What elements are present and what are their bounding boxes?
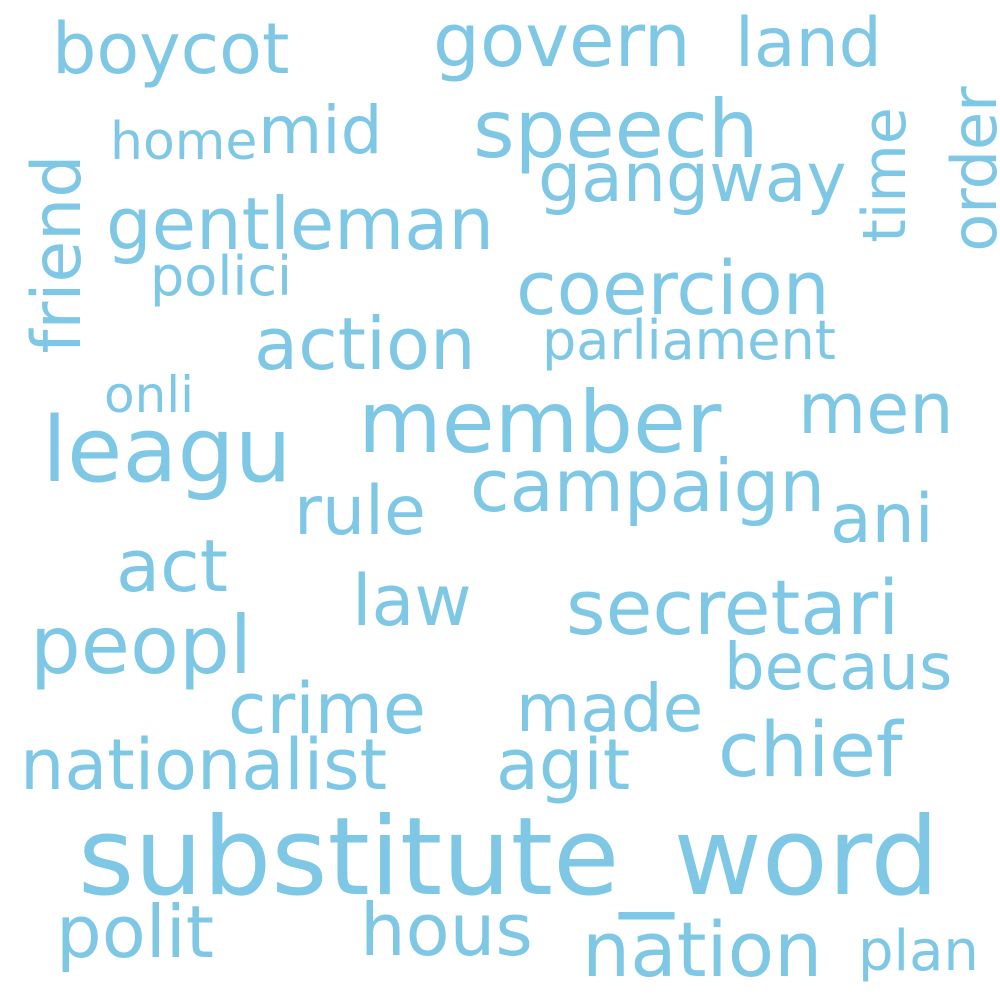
word-nation: nation bbox=[582, 905, 823, 994]
word-boycot: boycot bbox=[52, 8, 290, 90]
word-rule: rule bbox=[294, 472, 426, 551]
word-peopl: peopl bbox=[30, 599, 252, 692]
word-leagu: leagu bbox=[42, 398, 292, 503]
word-action: action bbox=[254, 302, 476, 386]
word-chief: chief bbox=[718, 705, 903, 794]
word-substitute-word: substitute_word bbox=[78, 795, 939, 920]
word-secretari: secretari bbox=[566, 563, 900, 652]
word-land: land bbox=[735, 4, 882, 83]
word-member: member bbox=[358, 373, 722, 473]
word-hous: hous bbox=[360, 888, 533, 972]
word-time: time bbox=[850, 107, 920, 243]
word-home: home bbox=[110, 112, 258, 172]
word-agit: agit bbox=[496, 724, 631, 806]
word-coercion: coercion bbox=[516, 246, 830, 332]
word-gangway: gangway bbox=[538, 139, 847, 218]
word-speech: speech bbox=[473, 83, 759, 176]
word-gentleman: gentleman bbox=[106, 182, 495, 266]
word-men: men bbox=[798, 368, 954, 450]
word-order: order bbox=[938, 86, 1000, 252]
word-becaus: becaus bbox=[724, 631, 953, 705]
word-crime: crime bbox=[228, 668, 426, 750]
word-govern: govern bbox=[433, 0, 691, 84]
word-ani: ani bbox=[830, 480, 934, 559]
word-parliament: parliament bbox=[542, 309, 836, 372]
word-polici: polici bbox=[150, 245, 293, 308]
word-friend: friend bbox=[18, 154, 97, 354]
word-polit: polit bbox=[56, 890, 214, 974]
word-plan: plan bbox=[858, 919, 979, 984]
word-law: law bbox=[352, 560, 472, 642]
word-act: act bbox=[116, 524, 228, 608]
word-nationalist: nationalist bbox=[20, 724, 388, 806]
word-made: made bbox=[516, 670, 704, 747]
word-onli: onli bbox=[104, 366, 195, 424]
word-mid: mid bbox=[258, 92, 383, 169]
word-campaign: campaign bbox=[470, 444, 826, 528]
